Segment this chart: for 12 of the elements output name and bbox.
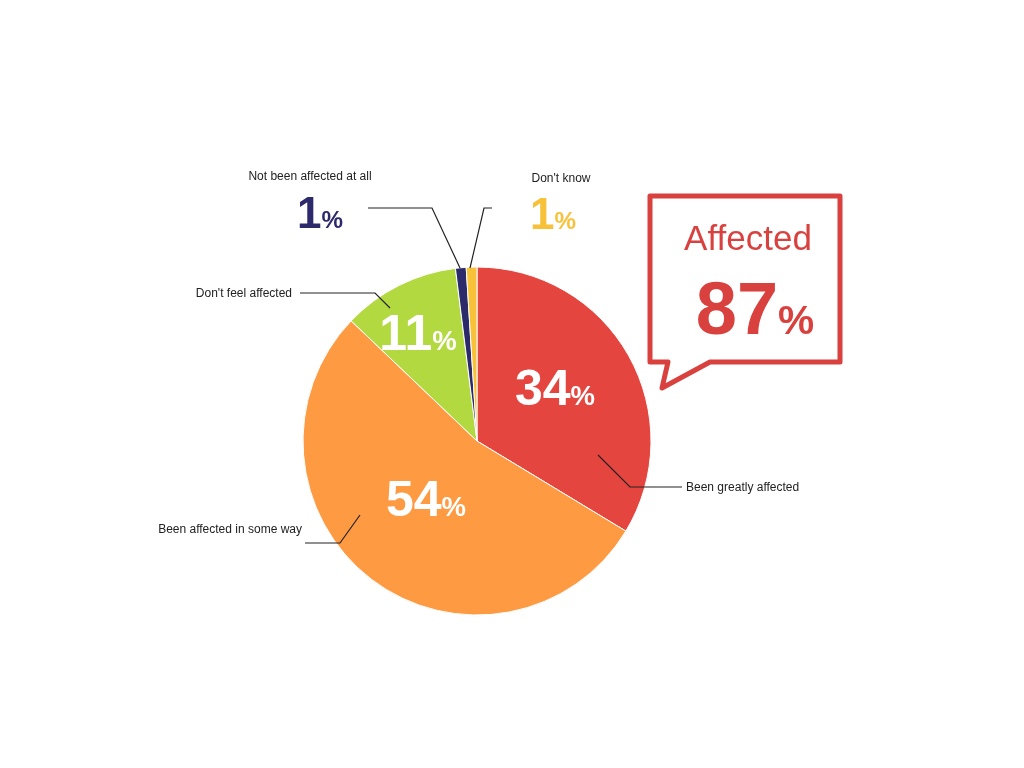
slice-label: Been affected in some way: [158, 522, 302, 536]
data-label: 1%: [297, 188, 343, 237]
data-label: 11%: [379, 305, 457, 361]
data-label: 1%: [530, 189, 576, 238]
text: 87%: [695, 267, 815, 350]
data-label: 54%: [385, 471, 467, 527]
slice-label: Not been affected at all: [248, 169, 372, 183]
data-label: 34%: [514, 360, 596, 416]
slice-label: Been greatly affected: [686, 480, 800, 494]
slice-label: Don't feel affected: [195, 286, 292, 300]
slice-label: Don't know: [531, 171, 591, 185]
text: Affected: [684, 218, 812, 257]
